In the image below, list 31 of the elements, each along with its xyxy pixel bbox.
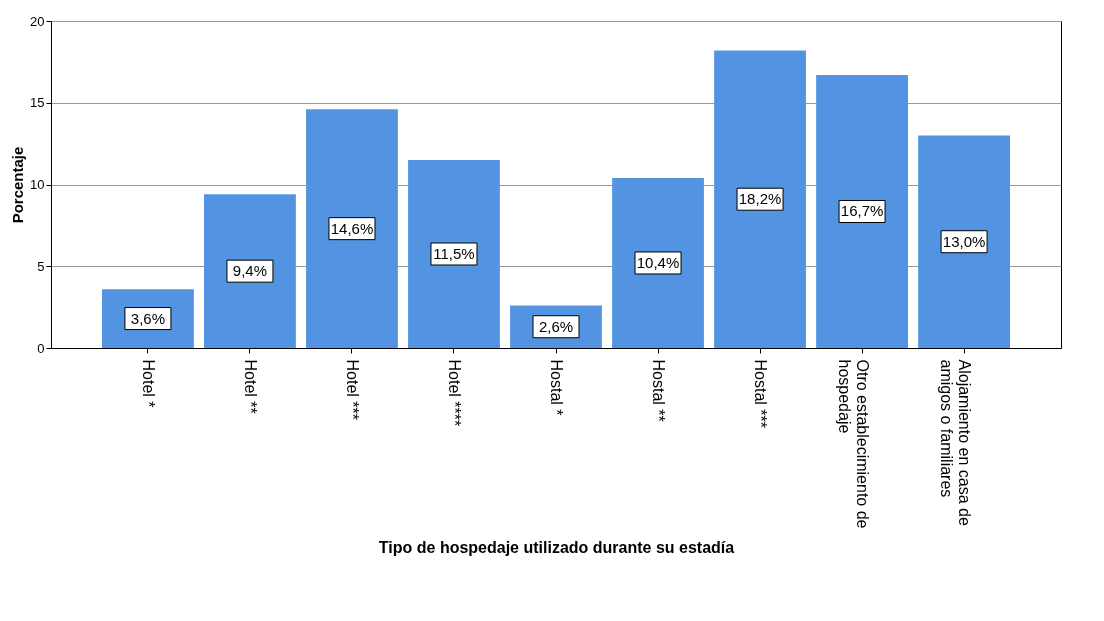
bar xyxy=(612,177,704,348)
data-label: 9,4% xyxy=(232,262,268,280)
bar xyxy=(204,194,296,348)
x-axis-title: Tipo de hospedaje utilizado durante su estadía xyxy=(378,539,735,557)
data-label: 10,4% xyxy=(636,253,680,271)
x-tick-label: Hostal ** xyxy=(650,359,668,422)
data-label: 14,6% xyxy=(330,219,374,237)
bar xyxy=(816,74,908,348)
bar xyxy=(306,109,398,348)
bar xyxy=(918,135,1010,348)
data-label: 16,7% xyxy=(840,202,884,220)
y-axis-title: Porcentaje xyxy=(9,146,27,224)
x-tick-label: Hotel *** xyxy=(343,359,361,420)
data-label: 18,2% xyxy=(738,190,782,208)
y-tick-label: 5 xyxy=(37,258,45,274)
x-tick-label: Hostal * xyxy=(548,359,565,416)
x-tick-label: Hotel * xyxy=(139,359,157,408)
bar xyxy=(408,159,500,348)
y-tick-label: 10 xyxy=(30,177,45,192)
y-tick-label: 0 xyxy=(37,340,45,356)
data-label: 11,5% xyxy=(433,244,475,262)
x-tick-label: Hotel ** xyxy=(241,359,259,414)
y-tick-label: 20 xyxy=(30,13,45,29)
data-label: 13,0% xyxy=(942,232,986,250)
bar xyxy=(714,50,806,348)
data-label: 3,6% xyxy=(130,309,166,327)
y-tick-label: 15 xyxy=(30,95,45,111)
x-tick-label: Otro establecimiento de hospedaje xyxy=(836,359,872,529)
data-label: 2,6% xyxy=(538,317,574,335)
x-tick-label: Hotel **** xyxy=(445,359,463,427)
x-tick-label: Hostal *** xyxy=(752,359,770,428)
